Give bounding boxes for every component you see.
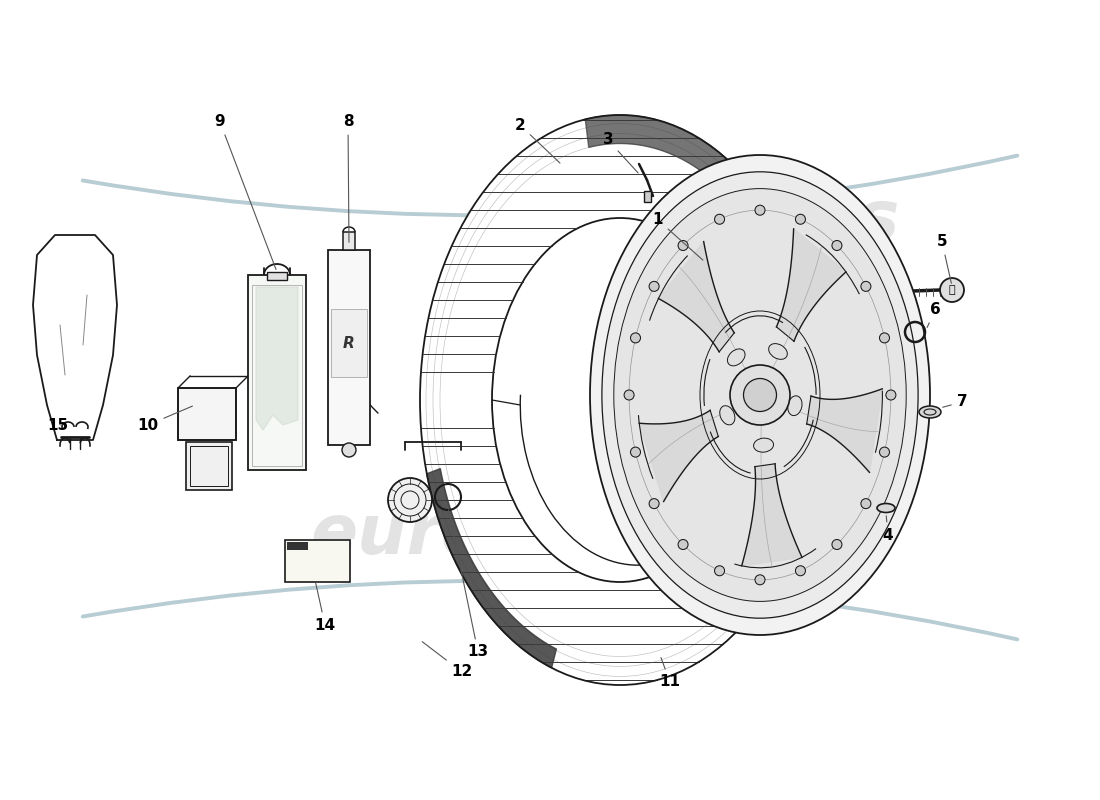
Text: 8: 8 — [343, 114, 353, 242]
Ellipse shape — [602, 172, 918, 618]
Ellipse shape — [544, 242, 755, 542]
Ellipse shape — [918, 406, 940, 418]
Text: 12: 12 — [422, 642, 473, 679]
FancyArrowPatch shape — [82, 156, 1018, 215]
Text: 7: 7 — [943, 394, 967, 410]
Text: 6: 6 — [927, 302, 940, 327]
Circle shape — [649, 498, 659, 509]
Polygon shape — [659, 242, 735, 352]
Text: 5: 5 — [937, 234, 952, 283]
Circle shape — [880, 447, 890, 457]
Polygon shape — [741, 464, 802, 566]
Circle shape — [861, 498, 871, 509]
Ellipse shape — [727, 349, 745, 366]
FancyArrowPatch shape — [82, 581, 1018, 639]
Circle shape — [795, 214, 805, 224]
Text: eurospares: eurospares — [310, 502, 750, 569]
Circle shape — [832, 539, 842, 550]
Bar — [178, 388, 236, 440]
Polygon shape — [256, 287, 298, 430]
Text: 11: 11 — [660, 658, 681, 690]
Bar — [644, 191, 651, 202]
Text: eurospares: eurospares — [460, 186, 900, 254]
Circle shape — [649, 282, 659, 291]
Ellipse shape — [420, 115, 820, 685]
Ellipse shape — [614, 189, 906, 602]
Ellipse shape — [590, 155, 930, 635]
Bar — [328, 250, 370, 445]
Text: 4: 4 — [882, 516, 893, 542]
Circle shape — [755, 206, 764, 215]
Text: R: R — [343, 336, 355, 351]
Circle shape — [880, 333, 890, 343]
Bar — [186, 442, 232, 490]
Circle shape — [630, 447, 640, 457]
Bar — [343, 232, 355, 250]
Circle shape — [755, 574, 764, 585]
Polygon shape — [585, 115, 749, 203]
Ellipse shape — [719, 406, 735, 425]
Text: 15: 15 — [47, 418, 68, 433]
Circle shape — [678, 241, 689, 250]
Polygon shape — [427, 469, 557, 668]
Bar — [267, 272, 287, 280]
Bar — [252, 285, 302, 466]
Ellipse shape — [754, 438, 773, 452]
Text: 3: 3 — [603, 133, 638, 173]
Circle shape — [342, 443, 356, 457]
Circle shape — [624, 390, 634, 400]
Bar — [331, 309, 367, 377]
Circle shape — [744, 378, 777, 411]
Bar — [287, 542, 308, 550]
Circle shape — [388, 478, 432, 522]
Bar — [190, 446, 228, 486]
Circle shape — [795, 566, 805, 576]
Ellipse shape — [788, 396, 802, 415]
Circle shape — [832, 241, 842, 250]
Text: 🐴: 🐴 — [948, 285, 955, 295]
Text: 13: 13 — [449, 510, 488, 659]
Text: 2: 2 — [515, 118, 560, 163]
Ellipse shape — [877, 503, 895, 513]
Text: 10: 10 — [138, 406, 192, 433]
Circle shape — [730, 365, 790, 425]
Text: 14: 14 — [315, 582, 336, 633]
Circle shape — [715, 566, 725, 576]
Ellipse shape — [769, 344, 788, 359]
Circle shape — [861, 282, 871, 291]
Circle shape — [940, 278, 964, 302]
Polygon shape — [806, 389, 882, 472]
Circle shape — [886, 390, 895, 400]
Circle shape — [630, 333, 640, 343]
Bar — [178, 388, 236, 440]
Text: 1: 1 — [652, 213, 703, 260]
Polygon shape — [639, 410, 718, 502]
Text: 9: 9 — [214, 114, 276, 270]
Bar — [285, 540, 350, 582]
Circle shape — [715, 214, 725, 224]
Ellipse shape — [492, 218, 748, 582]
Circle shape — [678, 539, 689, 550]
Bar — [248, 275, 306, 470]
Polygon shape — [777, 229, 846, 342]
